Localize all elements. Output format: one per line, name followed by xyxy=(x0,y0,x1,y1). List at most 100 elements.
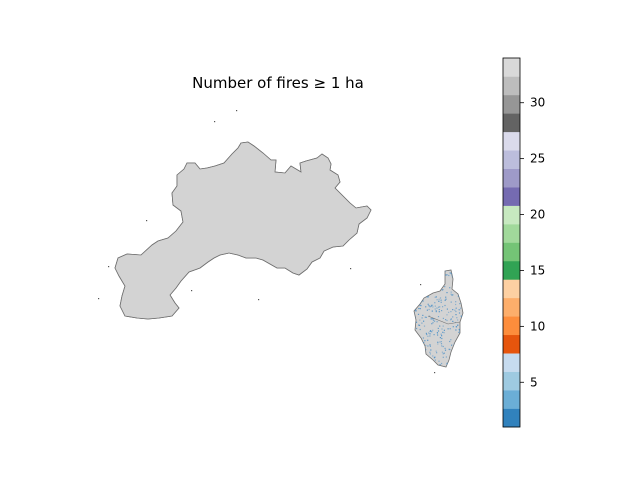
fire-point xyxy=(414,345,416,347)
fire-point xyxy=(429,345,431,347)
fire-point xyxy=(350,285,352,287)
fire-point xyxy=(315,144,317,146)
fire-point xyxy=(455,329,457,331)
fire-point xyxy=(116,281,118,283)
fire-point xyxy=(132,164,134,166)
fire-point xyxy=(212,296,214,298)
fire-point xyxy=(227,288,229,290)
fire-point xyxy=(190,282,193,284)
fire-point xyxy=(436,352,438,354)
fire-point xyxy=(309,156,312,158)
fire-point xyxy=(134,244,136,246)
fire-point xyxy=(419,358,421,360)
fire-point xyxy=(189,308,191,310)
fire-point xyxy=(184,150,186,152)
fire-point xyxy=(170,196,172,199)
fire-point xyxy=(260,312,262,314)
fire-point xyxy=(287,305,289,307)
colorbar-tick-label: 5 xyxy=(530,375,538,389)
fire-point xyxy=(364,175,366,178)
fire-point xyxy=(291,278,293,280)
fire-point xyxy=(133,175,135,177)
fire-point xyxy=(442,281,444,283)
fire-point xyxy=(113,190,114,191)
fire-point xyxy=(328,260,330,262)
fire-point xyxy=(319,293,321,296)
fire-point xyxy=(364,315,366,317)
fire-point xyxy=(421,294,423,296)
fire-point xyxy=(196,156,198,158)
fire-point xyxy=(123,217,125,219)
fire-point xyxy=(357,270,360,272)
fire-point xyxy=(192,284,194,286)
fire-point xyxy=(113,258,114,259)
fire-point xyxy=(254,295,256,297)
fire-point xyxy=(351,316,353,318)
isolated-point xyxy=(236,110,238,112)
fire-point xyxy=(429,363,432,365)
fire-point xyxy=(291,149,293,151)
fire-point xyxy=(170,232,172,234)
fire-point xyxy=(148,145,150,147)
fire-point xyxy=(457,295,459,297)
fire-point xyxy=(286,159,288,161)
fire-point xyxy=(170,228,172,230)
fire-point xyxy=(116,285,118,287)
fire-point xyxy=(299,276,301,278)
fire-point xyxy=(418,324,421,326)
fire-point xyxy=(368,277,370,279)
fire-point xyxy=(332,306,334,308)
fire-point xyxy=(288,164,290,166)
fire-point xyxy=(436,321,438,323)
fire-point xyxy=(119,173,121,175)
fire-point xyxy=(371,295,372,296)
fire-point xyxy=(162,221,164,223)
fire-point xyxy=(425,306,427,308)
fire-point xyxy=(358,236,361,238)
fire-point xyxy=(266,142,268,144)
fire-point xyxy=(147,206,149,208)
fire-point xyxy=(149,160,151,163)
fire-point xyxy=(419,282,421,284)
fire-point xyxy=(169,207,171,210)
fire-point xyxy=(240,294,242,296)
fire-point xyxy=(317,263,319,266)
fire-point xyxy=(118,317,121,319)
fire-point xyxy=(137,244,139,246)
fire-point xyxy=(127,238,129,240)
fire-point xyxy=(295,319,296,320)
fire-point xyxy=(300,151,302,153)
fire-point xyxy=(432,355,434,357)
fire-point xyxy=(115,260,116,262)
fire-point xyxy=(174,167,176,169)
fire-point xyxy=(227,289,229,291)
colorbar-segment xyxy=(503,168,520,188)
fire-point xyxy=(458,312,461,314)
fire-point xyxy=(348,254,350,256)
fire-point xyxy=(290,305,292,307)
fire-point xyxy=(232,312,234,314)
fire-point xyxy=(344,294,346,296)
fire-point xyxy=(170,221,172,223)
fire-point xyxy=(283,304,285,306)
fire-point xyxy=(439,325,441,327)
fire-point xyxy=(452,309,454,311)
fire-point xyxy=(465,326,466,327)
fire-point xyxy=(303,144,305,146)
fire-point xyxy=(171,190,173,192)
fire-point xyxy=(115,310,116,312)
fire-point xyxy=(344,246,347,248)
fire-point xyxy=(131,189,133,192)
fire-point xyxy=(264,267,267,269)
fire-point xyxy=(441,281,443,283)
fire-point xyxy=(132,226,134,229)
fire-point xyxy=(346,258,348,260)
fire-point xyxy=(283,308,285,311)
fire-point xyxy=(209,152,211,154)
fire-point xyxy=(357,149,359,152)
fire-point xyxy=(127,141,128,142)
fire-point xyxy=(150,186,153,189)
fire-point xyxy=(355,199,357,201)
fire-point xyxy=(136,220,138,222)
fire-point xyxy=(450,339,452,341)
